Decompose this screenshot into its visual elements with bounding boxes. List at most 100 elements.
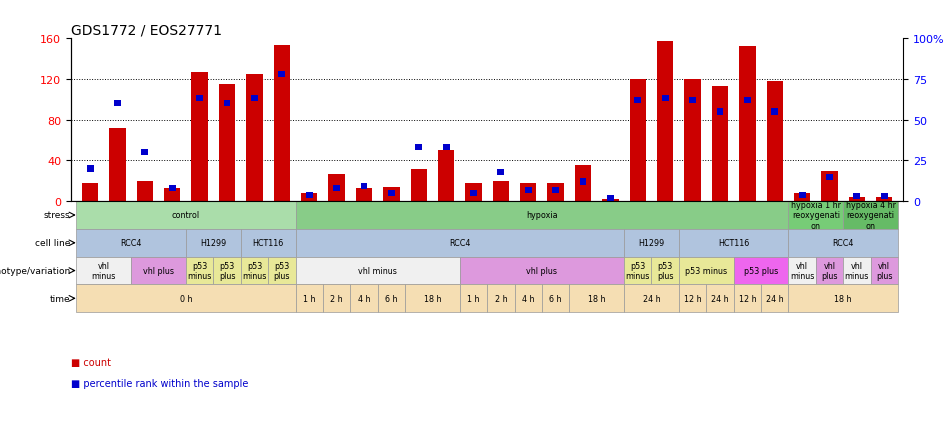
Bar [214, 257, 240, 285]
Text: stress: stress [44, 211, 70, 220]
Bar [142, 150, 149, 156]
Bar [580, 179, 587, 185]
Bar [826, 174, 832, 180]
Bar [662, 96, 669, 102]
Bar [624, 229, 679, 257]
Text: 24 h: 24 h [711, 294, 728, 303]
Bar [684, 80, 701, 202]
Bar [766, 82, 783, 202]
Text: vhl plus: vhl plus [527, 266, 557, 276]
Bar [240, 257, 268, 285]
Bar [301, 194, 318, 202]
Bar [164, 188, 181, 202]
Text: p53 plus: p53 plus [744, 266, 779, 276]
Bar [77, 257, 131, 285]
Bar [295, 257, 460, 285]
Text: vhl minus: vhl minus [359, 266, 397, 276]
Text: p53
minus: p53 minus [242, 261, 267, 281]
Text: HCT116: HCT116 [718, 239, 749, 248]
Bar [114, 101, 121, 107]
Text: control: control [172, 211, 200, 220]
Bar [360, 184, 367, 190]
Bar [186, 229, 240, 257]
Bar [679, 257, 734, 285]
Bar [711, 87, 728, 202]
Text: RCC4: RCC4 [120, 239, 142, 248]
Text: 18 h: 18 h [424, 294, 441, 303]
Bar [849, 197, 865, 202]
Text: 2 h: 2 h [330, 294, 342, 303]
Bar [630, 80, 646, 202]
Bar [652, 257, 679, 285]
Text: vhl
minus: vhl minus [790, 261, 815, 281]
Bar [876, 197, 892, 202]
Bar [821, 171, 838, 202]
Bar [744, 98, 751, 104]
Bar [295, 229, 624, 257]
Text: 1 h: 1 h [467, 294, 480, 303]
Text: 12 h: 12 h [684, 294, 701, 303]
Text: p53
plus: p53 plus [219, 261, 236, 281]
Text: 6 h: 6 h [385, 294, 397, 303]
Text: p53 minus: p53 minus [685, 266, 727, 276]
Bar [657, 42, 674, 202]
Text: RCC4: RCC4 [832, 239, 854, 248]
Text: time: time [50, 294, 70, 303]
Bar [223, 101, 231, 107]
Text: hypoxia: hypoxia [526, 211, 558, 220]
Bar [493, 181, 509, 202]
Bar [295, 285, 323, 312]
Bar [520, 183, 536, 202]
Bar [186, 257, 214, 285]
Text: hypoxia 1 hr
reoxygenati
on: hypoxia 1 hr reoxygenati on [791, 201, 841, 230]
Bar [624, 285, 679, 312]
Text: 18 h: 18 h [834, 294, 852, 303]
Bar [273, 46, 290, 202]
Text: 2 h: 2 h [495, 294, 507, 303]
Text: p53
minus: p53 minus [187, 261, 212, 281]
Bar [383, 187, 399, 202]
Text: vhl
minus: vhl minus [845, 261, 869, 281]
Bar [377, 285, 405, 312]
Text: HCT116: HCT116 [253, 239, 284, 248]
Bar [333, 186, 340, 192]
Bar [525, 187, 532, 193]
Bar [734, 257, 788, 285]
Bar [843, 257, 870, 285]
Bar [77, 229, 186, 257]
Bar [350, 285, 377, 312]
Text: 18 h: 18 h [588, 294, 605, 303]
Bar [679, 285, 707, 312]
Text: 12 h: 12 h [739, 294, 756, 303]
Bar [607, 195, 614, 201]
Bar [624, 257, 652, 285]
Bar [843, 202, 898, 229]
Text: vhl plus: vhl plus [143, 266, 174, 276]
Text: p53
plus: p53 plus [657, 261, 674, 281]
Bar [498, 169, 504, 175]
Bar [388, 191, 394, 197]
Bar [323, 285, 350, 312]
Text: H1299: H1299 [201, 239, 226, 248]
Bar [881, 194, 887, 200]
Bar [168, 186, 176, 192]
Bar [470, 191, 477, 197]
Bar [575, 166, 591, 202]
Text: H1299: H1299 [639, 239, 665, 248]
Text: 1 h: 1 h [303, 294, 315, 303]
Bar [739, 47, 756, 202]
Bar [251, 96, 258, 102]
Bar [415, 145, 422, 151]
Bar [689, 98, 696, 104]
Bar [788, 285, 898, 312]
Bar [716, 109, 724, 115]
Bar [460, 285, 487, 312]
Bar [794, 194, 811, 202]
Bar [356, 188, 372, 202]
Text: vhl
plus: vhl plus [876, 261, 892, 281]
Text: RCC4: RCC4 [449, 239, 470, 248]
Bar [569, 285, 624, 312]
Bar [798, 192, 806, 198]
Bar [219, 85, 236, 202]
Text: 4 h: 4 h [358, 294, 370, 303]
